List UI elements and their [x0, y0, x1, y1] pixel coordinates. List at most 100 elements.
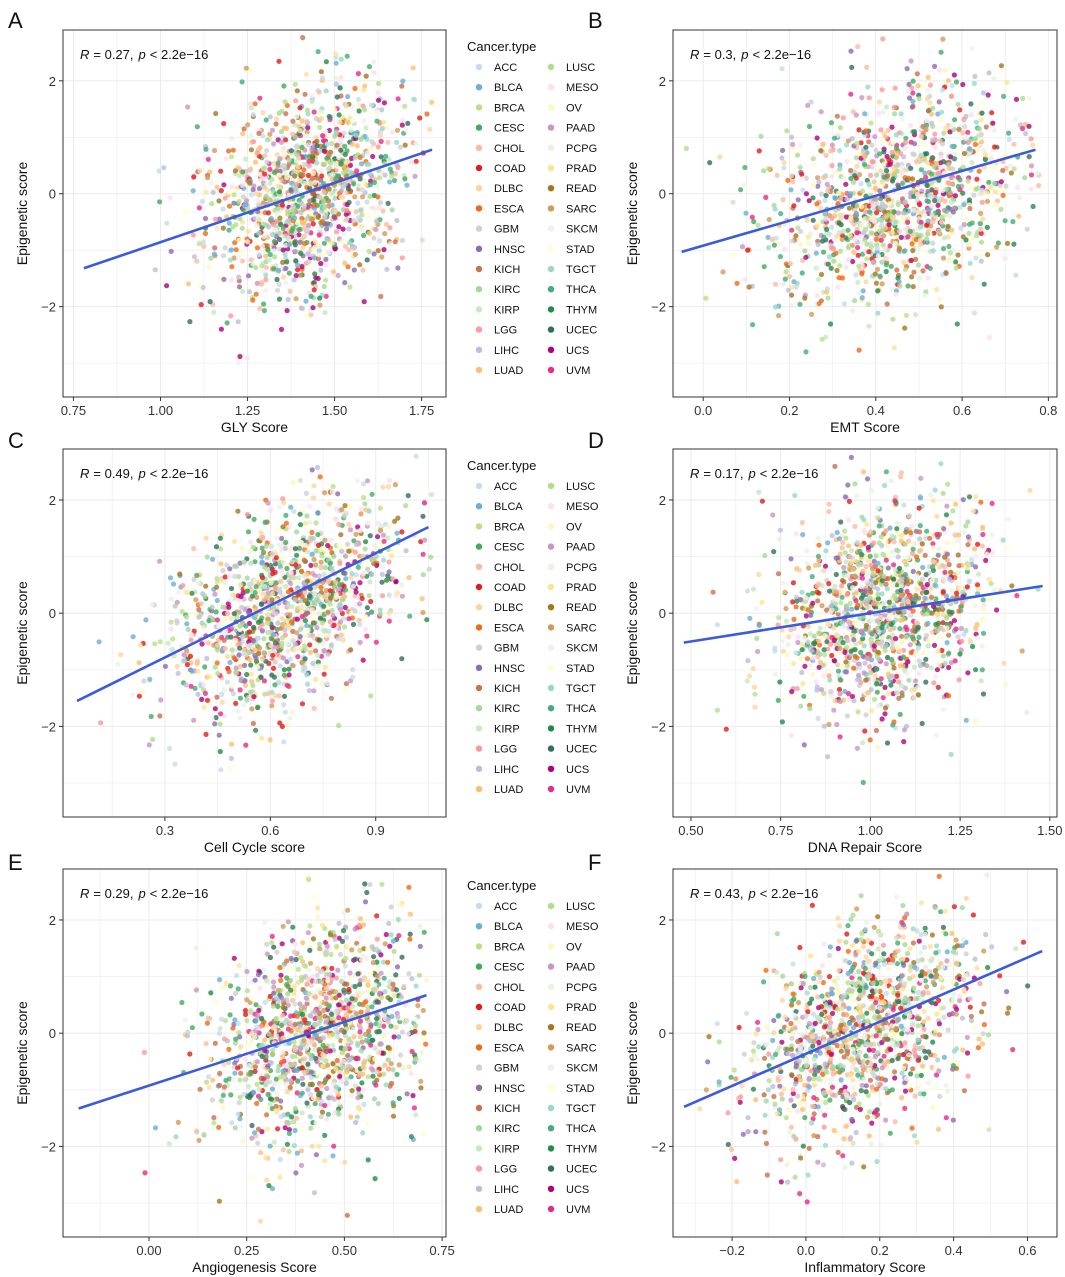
data-point	[130, 634, 136, 640]
data-point	[847, 554, 853, 560]
data-point	[850, 109, 856, 115]
legend-swatch	[475, 306, 483, 313]
data-point	[292, 546, 298, 552]
data-point	[237, 687, 243, 693]
legend-label: THCA	[566, 284, 597, 296]
data-point	[184, 589, 190, 596]
data-point	[172, 761, 178, 767]
data-point	[224, 679, 230, 685]
data-point	[335, 491, 341, 497]
data-point	[904, 588, 910, 595]
data-point	[950, 166, 956, 172]
data-point	[419, 237, 425, 243]
data-point	[367, 193, 373, 199]
data-point	[301, 241, 308, 247]
data-point	[236, 173, 242, 179]
data-point	[973, 564, 979, 570]
data-point	[928, 585, 934, 591]
data-point	[934, 667, 941, 673]
data-point	[923, 174, 929, 180]
x-tick-label: 0.8	[1039, 403, 1057, 418]
data-point	[294, 220, 300, 226]
data-point	[896, 246, 902, 252]
data-point	[199, 198, 205, 204]
data-point	[281, 145, 287, 151]
data-point	[819, 603, 825, 609]
data-point	[366, 593, 372, 599]
data-point	[316, 573, 322, 579]
data-point	[945, 78, 952, 84]
data-point	[290, 575, 296, 581]
legend-label: ESCA	[494, 203, 525, 215]
data-point	[891, 345, 897, 351]
data-point	[201, 243, 207, 249]
data-point	[202, 664, 208, 670]
data-point	[894, 267, 900, 273]
data-point	[877, 151, 883, 157]
data-point	[785, 177, 791, 183]
data-point	[931, 680, 937, 686]
legend-label: CHOL	[494, 143, 525, 155]
data-point	[241, 647, 247, 653]
data-point	[820, 249, 827, 255]
data-point	[800, 681, 806, 687]
legend-label: COAD	[494, 163, 526, 175]
data-point	[939, 87, 946, 93]
data-point	[763, 194, 769, 200]
data-point	[254, 222, 260, 228]
data-point	[966, 146, 973, 152]
data-point	[867, 209, 873, 215]
data-point	[912, 650, 919, 656]
data-point	[346, 226, 352, 232]
data-point	[975, 571, 982, 577]
data-point	[168, 596, 174, 602]
data-point	[753, 606, 760, 612]
data-point	[285, 623, 291, 629]
legend-label: DLBC	[494, 183, 523, 195]
data-point	[895, 554, 901, 560]
data-point	[321, 240, 327, 246]
data-point	[373, 226, 379, 232]
data-point	[314, 625, 320, 631]
data-point	[891, 539, 897, 545]
data-point	[1016, 213, 1022, 219]
data-point	[231, 655, 237, 661]
data-point	[800, 257, 806, 263]
data-point	[790, 179, 796, 185]
data-point	[280, 524, 286, 530]
data-point	[925, 231, 931, 237]
data-point	[868, 639, 875, 645]
data-point	[940, 159, 947, 165]
data-point	[247, 642, 253, 649]
data-point	[248, 539, 254, 545]
data-point	[952, 532, 958, 538]
data-point	[281, 152, 288, 158]
data-point	[353, 209, 359, 215]
data-point	[298, 250, 304, 256]
data-point	[822, 563, 829, 569]
data-point	[262, 171, 268, 177]
data-point	[893, 154, 900, 160]
data-point	[222, 646, 228, 652]
data-point	[317, 302, 323, 308]
legend-label: MESO	[566, 501, 599, 513]
data-point	[333, 592, 339, 598]
data-point	[887, 243, 893, 249]
data-point	[191, 174, 197, 180]
data-point	[276, 58, 282, 64]
data-point	[921, 83, 928, 89]
data-point	[395, 515, 401, 521]
legend-swatch	[475, 124, 483, 131]
data-point	[332, 579, 338, 585]
data-point	[953, 259, 959, 265]
data-point	[342, 503, 348, 509]
data-point	[262, 650, 268, 656]
data-point	[191, 628, 197, 634]
data-point	[839, 275, 846, 281]
data-point	[849, 606, 855, 612]
data-point	[354, 168, 360, 174]
data-point	[957, 107, 963, 113]
data-point	[235, 319, 241, 325]
data-point	[868, 120, 874, 126]
data-point	[299, 215, 305, 221]
